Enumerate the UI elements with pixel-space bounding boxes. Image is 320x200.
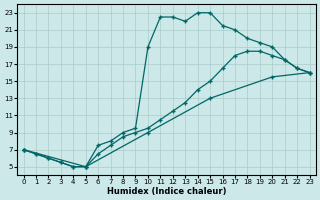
X-axis label: Humidex (Indice chaleur): Humidex (Indice chaleur) <box>107 187 226 196</box>
